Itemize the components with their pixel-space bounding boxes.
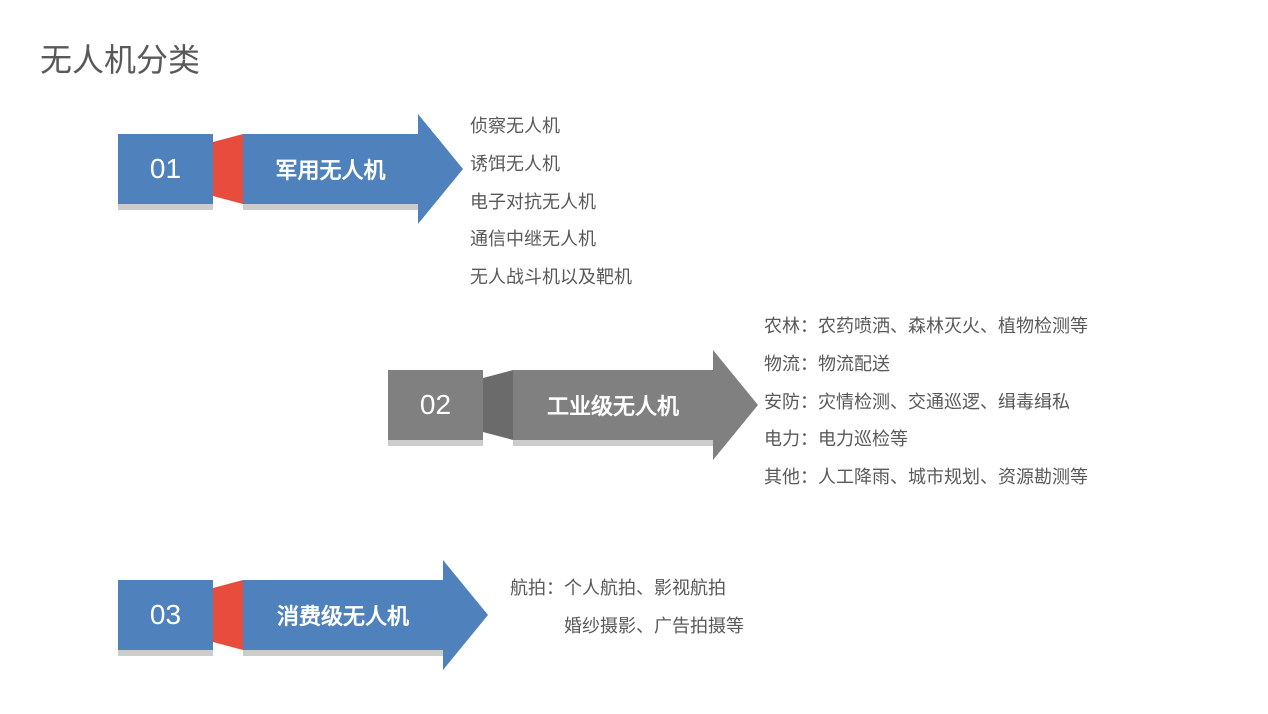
arrow-head-icon [418,114,463,224]
category-number: 01 [118,134,213,204]
category-label: 消费级无人机 [243,580,443,650]
category-arrow-3: 03 消费级无人机 [118,580,443,650]
category-label: 工业级无人机 [513,370,713,440]
arrow-notch [213,134,243,204]
category-arrow-1: 01 军用无人机 [118,134,418,204]
list-item: 其他：人工降雨、城市规划、资源勘测等 [764,459,1088,497]
list-item: 诱饵无人机 [470,146,632,184]
category-arrow-2: 02 工业级无人机 [388,370,713,440]
category-items-3: 航拍：个人航拍、影视航拍 婚纱摄影、广告拍摄等 [510,570,744,646]
list-item: 航拍：个人航拍、影视航拍 [510,570,744,608]
category-number: 03 [118,580,213,650]
list-item: 物流：物流配送 [764,346,1088,384]
arrow-head-icon [713,350,758,460]
arrow-head-icon [443,560,488,670]
list-item: 电子对抗无人机 [470,184,632,222]
page-title: 无人机分类 [40,35,200,81]
list-item: 农林：农药喷洒、森林灭火、植物检测等 [764,308,1088,346]
category-number: 02 [388,370,483,440]
list-item: 电力：电力巡检等 [764,421,1088,459]
list-item: 安防：灾情检测、交通巡逻、缉毒缉私 [764,384,1088,422]
list-item: 侦察无人机 [470,108,632,146]
arrow-notch [483,370,513,440]
category-items-2: 农林：农药喷洒、森林灭火、植物检测等物流：物流配送安防：灾情检测、交通巡逻、缉毒… [764,308,1088,497]
list-item: 通信中继无人机 [470,221,632,259]
arrow-notch [213,580,243,650]
category-label: 军用无人机 [243,134,418,204]
category-items-1: 侦察无人机诱饵无人机电子对抗无人机通信中继无人机无人战斗机以及靶机 [470,108,632,297]
list-item: 无人战斗机以及靶机 [470,259,632,297]
list-item: 婚纱摄影、广告拍摄等 [510,608,744,646]
